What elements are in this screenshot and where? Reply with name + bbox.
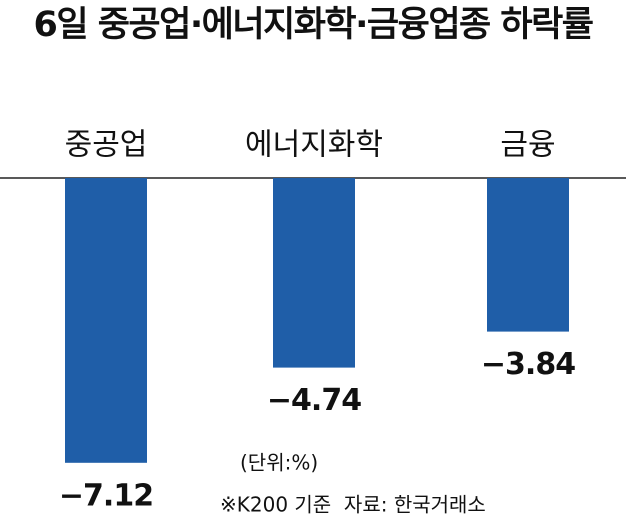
unit-note: (단위:%) (240, 451, 318, 475)
value-label: −4.74 (267, 383, 361, 418)
category-label: 에너지화학 (245, 128, 383, 163)
bar (65, 178, 147, 463)
bar (273, 178, 355, 368)
value-label: −7.12 (59, 478, 153, 513)
category-label: 금융 (500, 128, 555, 163)
category-label: 중공업 (65, 128, 148, 163)
source: ※K200 기준 자료: 한국거래소 (220, 493, 486, 517)
bar (487, 178, 569, 332)
value-label: −3.84 (481, 347, 575, 382)
chart-title: 6일 중공업·에너지화학·금융업종 하락률 (33, 5, 594, 45)
